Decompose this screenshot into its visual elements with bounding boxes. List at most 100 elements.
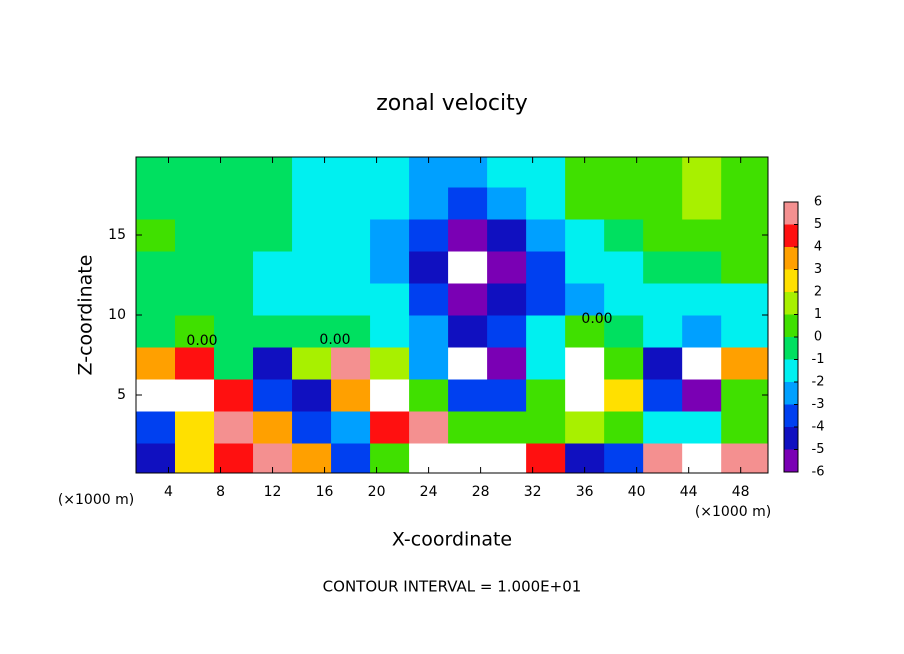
field-cell: [214, 411, 254, 444]
field-cell: [448, 251, 488, 284]
field-cell: [409, 251, 449, 284]
contour-label: 0.00: [319, 332, 350, 348]
colorbar-label: 3: [814, 262, 822, 277]
field-cell: [487, 411, 527, 444]
field-cell: [175, 251, 215, 284]
field-cell: [721, 411, 769, 444]
field-cell: [682, 187, 722, 220]
field-cell: [370, 411, 410, 444]
field-cell: [565, 251, 605, 284]
field-cell: [136, 251, 176, 284]
field-cell: [214, 219, 254, 252]
field-cell: [253, 219, 293, 252]
field-cell: [253, 411, 293, 444]
colorbar-label: -4: [812, 420, 825, 435]
footer-note: CONTOUR INTERVAL = 1.000E+01: [323, 578, 582, 596]
field-cell: [682, 443, 722, 474]
x-tick-label: 36: [576, 484, 594, 500]
field-cell: [604, 157, 644, 188]
field-cell: [331, 251, 371, 284]
field-cell: [448, 347, 488, 380]
colorbar-band: [784, 314, 798, 337]
field-cell: [487, 443, 527, 474]
x-tick-label: 8: [216, 484, 225, 500]
colorbar-label: 4: [814, 240, 822, 255]
field-cell: [136, 411, 176, 444]
colorbar-band: [784, 224, 798, 247]
field-cell: [409, 315, 449, 348]
field-cell: [526, 411, 566, 444]
field-cell: [565, 379, 605, 412]
field-cell: [175, 411, 215, 444]
colorbar-label: -3: [812, 397, 825, 412]
x-tick-label: 32: [524, 484, 542, 500]
field-cell: [331, 443, 371, 474]
colorbar-label: -5: [812, 442, 825, 457]
x-tick-label: 12: [264, 484, 282, 500]
field-cell: [214, 379, 254, 412]
field-cell: [409, 283, 449, 316]
field-cell: [448, 219, 488, 252]
field-cell: [214, 187, 254, 220]
field-cell: [136, 347, 176, 380]
field-cell: [448, 443, 488, 474]
field-cell: [292, 187, 332, 220]
field-cell: [526, 443, 566, 474]
field-cell: [604, 411, 644, 444]
field-cell: [721, 315, 769, 348]
field-cell: [370, 157, 410, 188]
contour-label: 0.00: [581, 311, 612, 327]
y-tick-label: 15: [108, 227, 126, 243]
field-cell: [526, 379, 566, 412]
field-cell: [682, 315, 722, 348]
field-cell: [487, 347, 527, 380]
x-tick-label: 24: [420, 484, 438, 500]
colorbar-band: [784, 337, 798, 360]
field-cell: [253, 379, 293, 412]
chart-title: zonal velocity: [376, 91, 528, 116]
field-cell: [643, 157, 683, 188]
field-cell: [409, 347, 449, 380]
field-cell: [526, 283, 566, 316]
field-cell: [721, 251, 769, 284]
field-cell: [526, 157, 566, 188]
field-cell: [331, 379, 371, 412]
field-cell: [643, 187, 683, 220]
field-cell: [370, 251, 410, 284]
field-cell: [682, 157, 722, 188]
field-cell: [604, 283, 644, 316]
field-cell: [253, 251, 293, 284]
x-unit: (×1000 m): [695, 504, 771, 520]
colorbar-label: -1: [812, 352, 825, 367]
field-cell: [604, 443, 644, 474]
field-cell: [643, 379, 683, 412]
colorbar-band: [784, 269, 798, 292]
field-cell: [409, 411, 449, 444]
field-cell: [292, 443, 332, 474]
field-cell: [214, 251, 254, 284]
field-cell: [565, 347, 605, 380]
field-cell: [175, 347, 215, 380]
field-cell: [331, 157, 371, 188]
field-cell: [526, 187, 566, 220]
field-cell: [136, 219, 176, 252]
field-cell: [175, 379, 215, 412]
x-tick-label: 40: [628, 484, 646, 500]
field-cell: [136, 379, 176, 412]
field-cell: [175, 187, 215, 220]
field-cell: [487, 379, 527, 412]
field-cell: [370, 315, 410, 348]
field-cell: [604, 251, 644, 284]
field-cell: [721, 219, 769, 252]
field-cell: [292, 347, 332, 380]
field-cell: [604, 187, 644, 220]
y-tick-label: 5: [117, 387, 126, 403]
field-cell: [331, 411, 371, 444]
field-cell: [448, 283, 488, 316]
field-cell: [448, 411, 488, 444]
field-cell: [448, 157, 488, 188]
field-cell: [487, 251, 527, 284]
field-cell: [175, 443, 215, 474]
field-cell: [292, 157, 332, 188]
field-cell: [448, 315, 488, 348]
